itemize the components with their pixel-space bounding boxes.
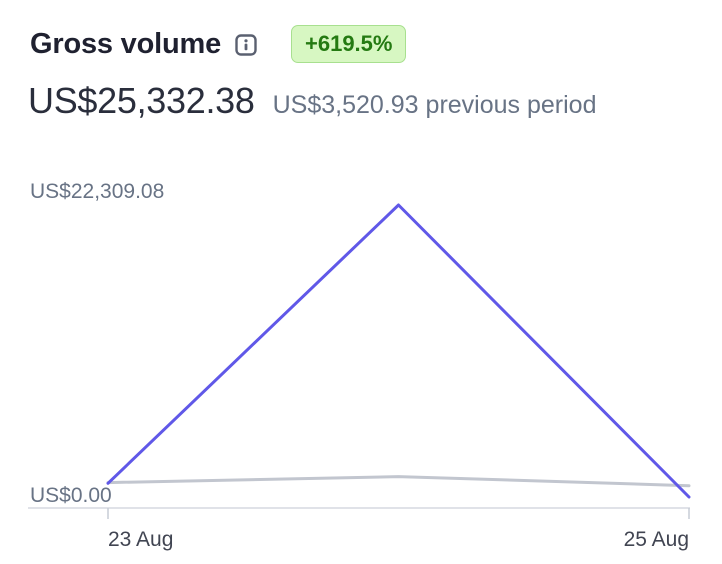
info-icon[interactable] xyxy=(235,34,257,56)
previous-label: previous period xyxy=(425,91,597,119)
y-axis-min-label: US$0.00 xyxy=(30,484,112,507)
previous-amount: US$3,520.93 xyxy=(272,91,419,119)
current-amount: US$25,332.38 xyxy=(28,80,255,121)
y-axis-max-label: US$22,309.08 xyxy=(30,180,164,203)
header: Gross volume +619.5% xyxy=(30,22,407,66)
previous-period: US$3,520.93 previous period xyxy=(273,91,597,120)
x-axis-end-label: 25 Aug xyxy=(624,528,689,551)
widget-title: Gross volume xyxy=(30,27,221,60)
previous-period-line xyxy=(106,475,691,488)
x-axis-start-label: 23 Aug xyxy=(108,528,173,551)
current-period-line xyxy=(106,203,691,499)
info-icon-graphic xyxy=(235,34,257,56)
amount-summary: US$25,332.38 US$3,520.93 previous period xyxy=(28,80,596,122)
change-badge: +619.5% xyxy=(291,25,407,63)
